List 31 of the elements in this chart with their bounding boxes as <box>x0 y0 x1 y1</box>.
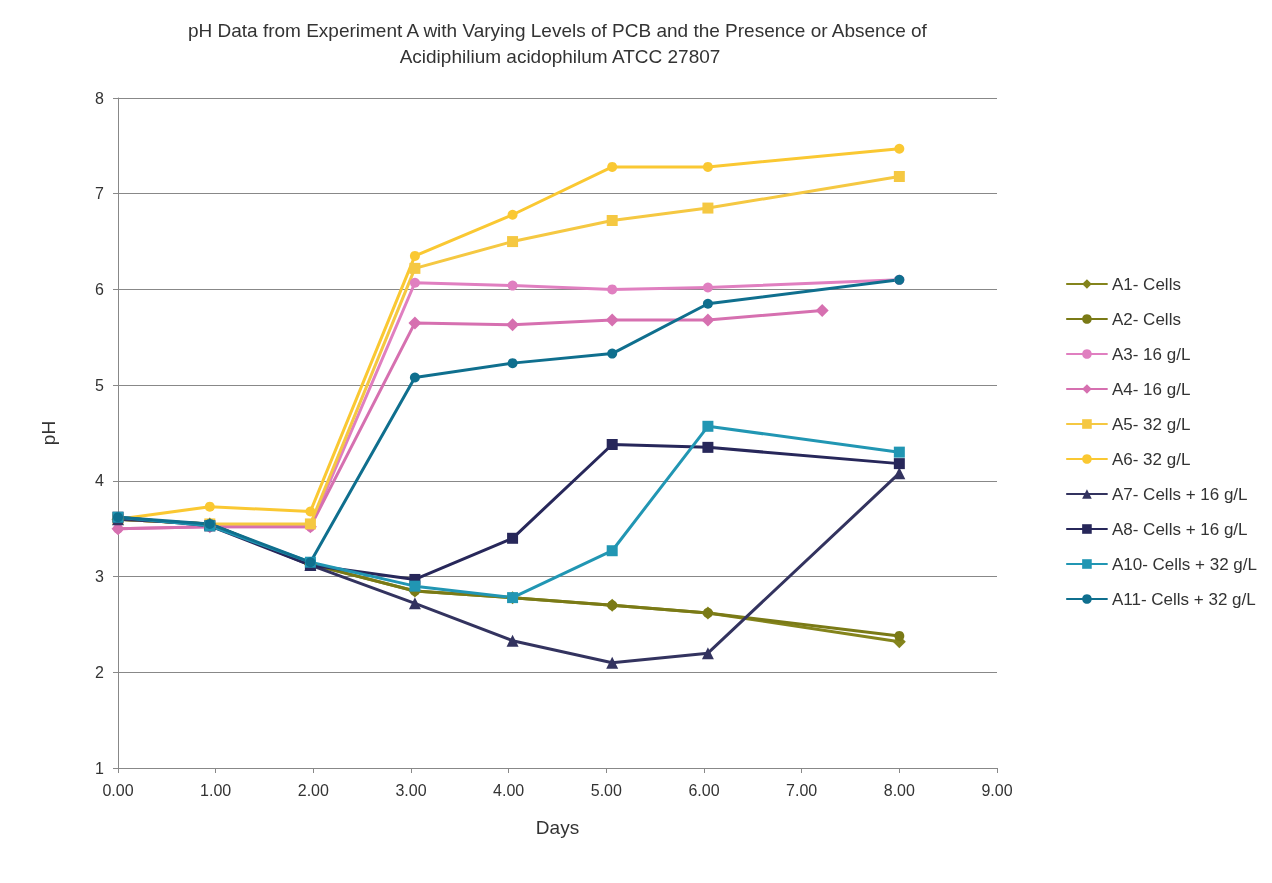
x-tick-label: 8.00 <box>883 781 916 799</box>
y-axis-title: pH <box>38 420 59 446</box>
legend-label: A2- Cells <box>1111 309 1181 329</box>
x-axis-title: Days <box>535 817 580 838</box>
y-tick-label: 2 <box>95 663 105 681</box>
x-tick-label: 4.00 <box>493 781 525 799</box>
legend-label: A6- 32 g/L <box>1111 449 1191 469</box>
y-tick-label: 7 <box>95 185 105 203</box>
legend-label: A7- Cells + 16 g/L <box>1111 484 1248 504</box>
y-tick-label: 6 <box>95 280 105 298</box>
legend-label: A11- Cells + 32 g/L <box>1111 589 1256 609</box>
chart-title: pH Data from Experiment A with Varying Levels of PCB and the Presence or Absence of Acidiphilium acidophilum ATCC 27807 <box>187 19 933 67</box>
x-tick-label: 0.00 <box>102 781 134 799</box>
legend-label: A8- Cells + 16 g/L <box>1111 519 1248 539</box>
x-tick-label: 3.00 <box>395 781 427 799</box>
y-tick-label: 1 <box>95 759 105 777</box>
y-tick-label: 8 <box>95 89 105 107</box>
y-tick-label: 5 <box>95 376 105 394</box>
x-tick-label: 9.00 <box>981 781 1013 799</box>
x-tick-label: 6.00 <box>688 781 720 799</box>
y-tick-label: 4 <box>95 472 105 490</box>
y-tick-label: 3 <box>95 568 105 586</box>
x-tick-label: 7.00 <box>786 781 818 799</box>
legend-label: A1- Cells <box>1111 274 1181 294</box>
legend-label: A4- 16 g/L <box>1111 379 1191 399</box>
legend-label: A10- Cells + 32 g/L <box>1111 554 1258 574</box>
x-tick-label: 1.00 <box>200 781 232 799</box>
legend-label: A5- 32 g/L <box>1111 414 1191 434</box>
x-tick-label: 2.00 <box>297 781 330 799</box>
x-tick-label: 5.00 <box>590 781 623 799</box>
legend-label: A3- 16 g/L <box>1111 344 1191 364</box>
